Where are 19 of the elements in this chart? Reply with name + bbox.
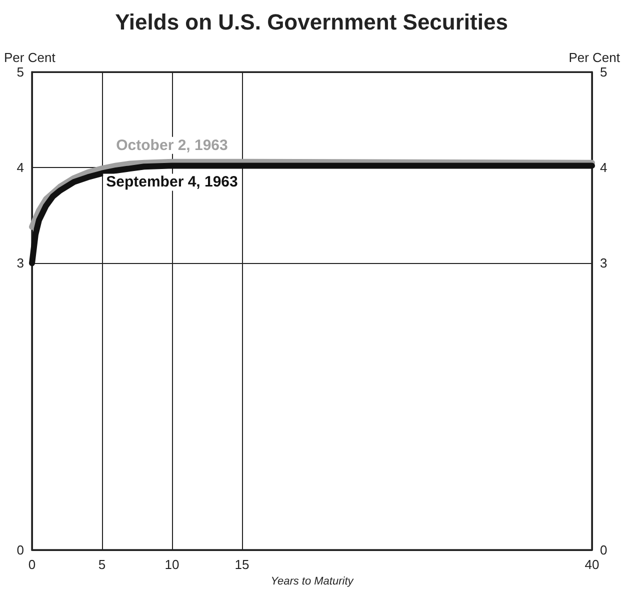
y2-tick-label: 5 (600, 64, 608, 80)
y-tick-label: 3 (16, 256, 24, 271)
x-tick-label: 10 (164, 557, 180, 572)
series-label: September 4, 1963 (106, 174, 238, 191)
y-tick-label: 0 (16, 542, 24, 558)
y-tick-label: 4 (16, 160, 24, 176)
x-tick-label: 40 (584, 557, 600, 572)
x-tick-label: 5 (98, 557, 106, 572)
y-tick-label: 5 (16, 64, 24, 80)
series-label: October 2, 1963 (116, 136, 228, 154)
x-tick-label: 0 (28, 557, 36, 572)
y2-axis-title: Per Cent (568, 50, 620, 65)
y2-tick-label: 0 (600, 542, 608, 558)
x-axis-title: Years to Maturity (270, 576, 355, 588)
y2-tick-label: 3 (600, 256, 608, 271)
chart-title: Yields on U.S. Government Securities (115, 10, 508, 34)
y-axis-title: Per Cent (4, 50, 56, 65)
x-tick-label: 15 (234, 557, 250, 572)
y2-tick-label: 4 (600, 160, 608, 176)
